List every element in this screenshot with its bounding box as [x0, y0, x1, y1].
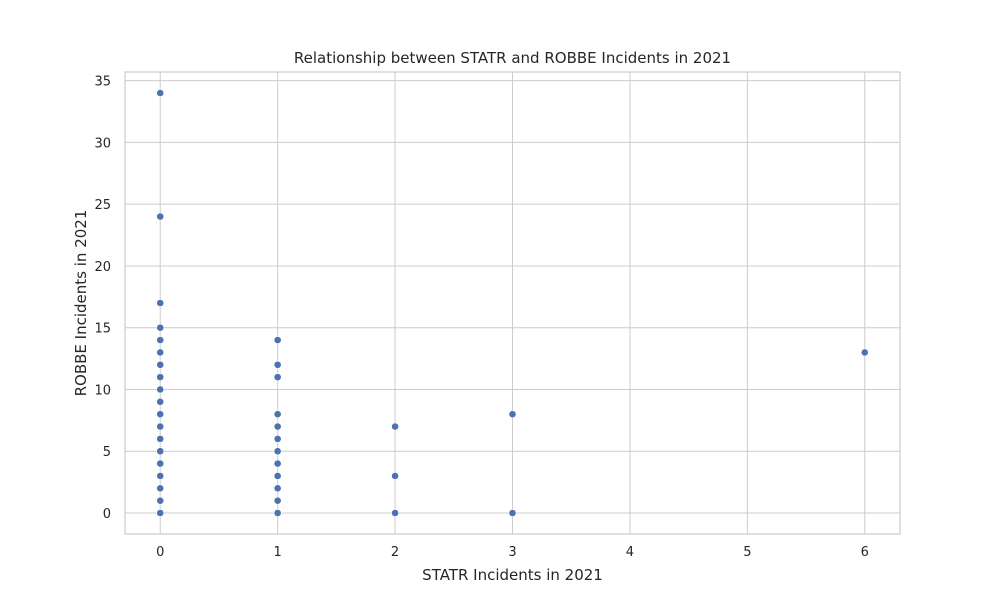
y-tick-label: 0 — [103, 507, 111, 522]
data-point — [156, 360, 165, 369]
grid-lines — [125, 72, 900, 534]
data-point — [508, 509, 517, 517]
data-point — [156, 373, 165, 382]
data-point — [156, 89, 165, 97]
data-point — [156, 422, 165, 431]
data-point — [156, 397, 165, 406]
data-point — [156, 484, 165, 493]
data-point — [391, 472, 399, 480]
data-point — [273, 509, 282, 517]
data-point — [273, 360, 282, 369]
data-points — [156, 89, 869, 517]
x-tick-label: 1 — [274, 545, 282, 560]
chart-title: Relationship between STATR and ROBBE Inc… — [294, 49, 731, 67]
x-tick-label: 0 — [156, 545, 164, 560]
y-tick-label: 25 — [94, 198, 111, 213]
data-point — [273, 336, 282, 344]
data-point — [156, 323, 165, 332]
data-point — [156, 434, 165, 443]
data-point — [273, 496, 282, 505]
data-point — [156, 299, 165, 307]
data-point — [273, 434, 282, 443]
data-point — [156, 459, 165, 468]
y-tick-label: 10 — [94, 383, 111, 398]
data-point — [156, 496, 165, 505]
x-tick-label: 3 — [508, 545, 516, 560]
data-point — [273, 447, 282, 456]
data-point — [156, 212, 165, 221]
data-point — [156, 472, 165, 480]
y-tick-label: 5 — [103, 445, 111, 460]
data-point — [273, 472, 282, 480]
data-point — [391, 509, 399, 517]
data-point — [156, 509, 165, 517]
plot-frame — [124, 71, 901, 535]
data-point — [156, 336, 165, 344]
data-point — [508, 410, 517, 419]
y-tick-label: 30 — [94, 136, 111, 151]
data-point — [273, 422, 282, 431]
data-point — [273, 410, 282, 419]
data-point — [273, 459, 282, 468]
x-tick-label: 4 — [626, 545, 634, 560]
axis-tick-labels: 0 1 2 3 4 5 6 0 5 10 15 20 25 30 35 — [94, 75, 868, 560]
data-point — [156, 447, 165, 456]
x-tick-label: 2 — [391, 545, 399, 560]
y-tick-label: 35 — [94, 75, 111, 90]
data-point — [273, 484, 282, 493]
y-axis-label: ROBBE Incidents in 2021 — [72, 210, 90, 397]
x-tick-label: 6 — [861, 545, 869, 560]
data-point — [156, 348, 165, 357]
y-tick-label: 15 — [94, 322, 111, 337]
y-tick-label: 20 — [94, 260, 111, 275]
x-axis-label: STATR Incidents in 2021 — [422, 566, 603, 584]
data-point — [391, 422, 399, 431]
data-point — [860, 348, 869, 357]
data-point — [156, 385, 165, 394]
data-point — [273, 373, 282, 382]
data-point — [156, 410, 165, 419]
x-tick-label: 5 — [743, 545, 751, 560]
